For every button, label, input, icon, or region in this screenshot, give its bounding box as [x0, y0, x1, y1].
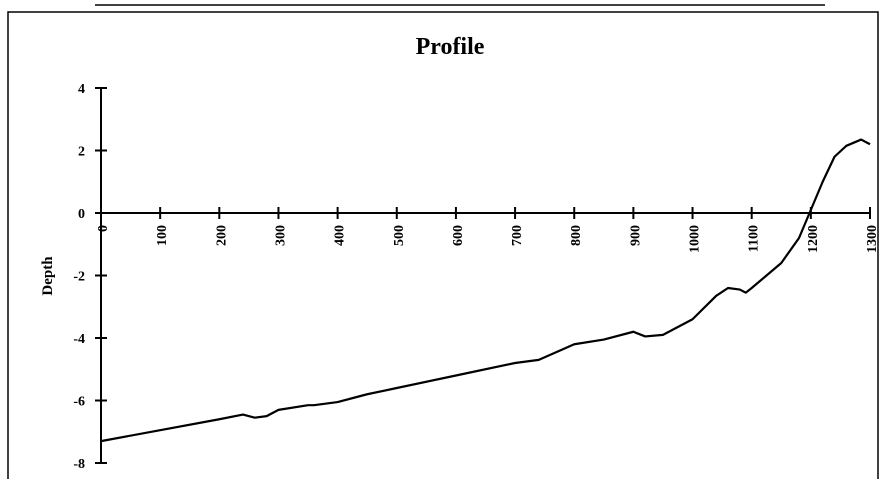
frame: [7, 11, 879, 479]
y-tick-label: -4: [73, 332, 85, 347]
x-tick-label: 1300: [865, 225, 880, 253]
y-tick-label: -2: [73, 270, 85, 285]
x-tick-label: 1200: [806, 225, 821, 253]
y-tick-label: -6: [73, 395, 85, 410]
y-tick-label: -8: [73, 457, 85, 472]
x-tick-label: 700: [510, 225, 525, 246]
x-tick-label: 400: [333, 225, 348, 246]
x-tick-label: 0: [96, 225, 111, 232]
y-tick-label: 2: [78, 145, 85, 160]
y-tick-label: 0: [78, 207, 85, 222]
line-series: [100, 138, 871, 443]
x-tick-label: 1100: [747, 225, 762, 252]
y-axis-label: Depth: [40, 256, 56, 296]
x-tick-label: 600: [451, 225, 466, 246]
x-tick-label: 1000: [688, 225, 703, 253]
x-tick-label: 800: [569, 225, 584, 246]
x-tick-label: 100: [155, 225, 170, 246]
chart-title: Profile: [416, 34, 485, 60]
x-tick-label: 900: [628, 225, 643, 246]
y-tick-label: 4: [78, 82, 85, 97]
x-tick-label: 500: [392, 225, 407, 246]
x-tick-label: 200: [214, 225, 229, 246]
x-tick-label: 300: [273, 225, 288, 246]
